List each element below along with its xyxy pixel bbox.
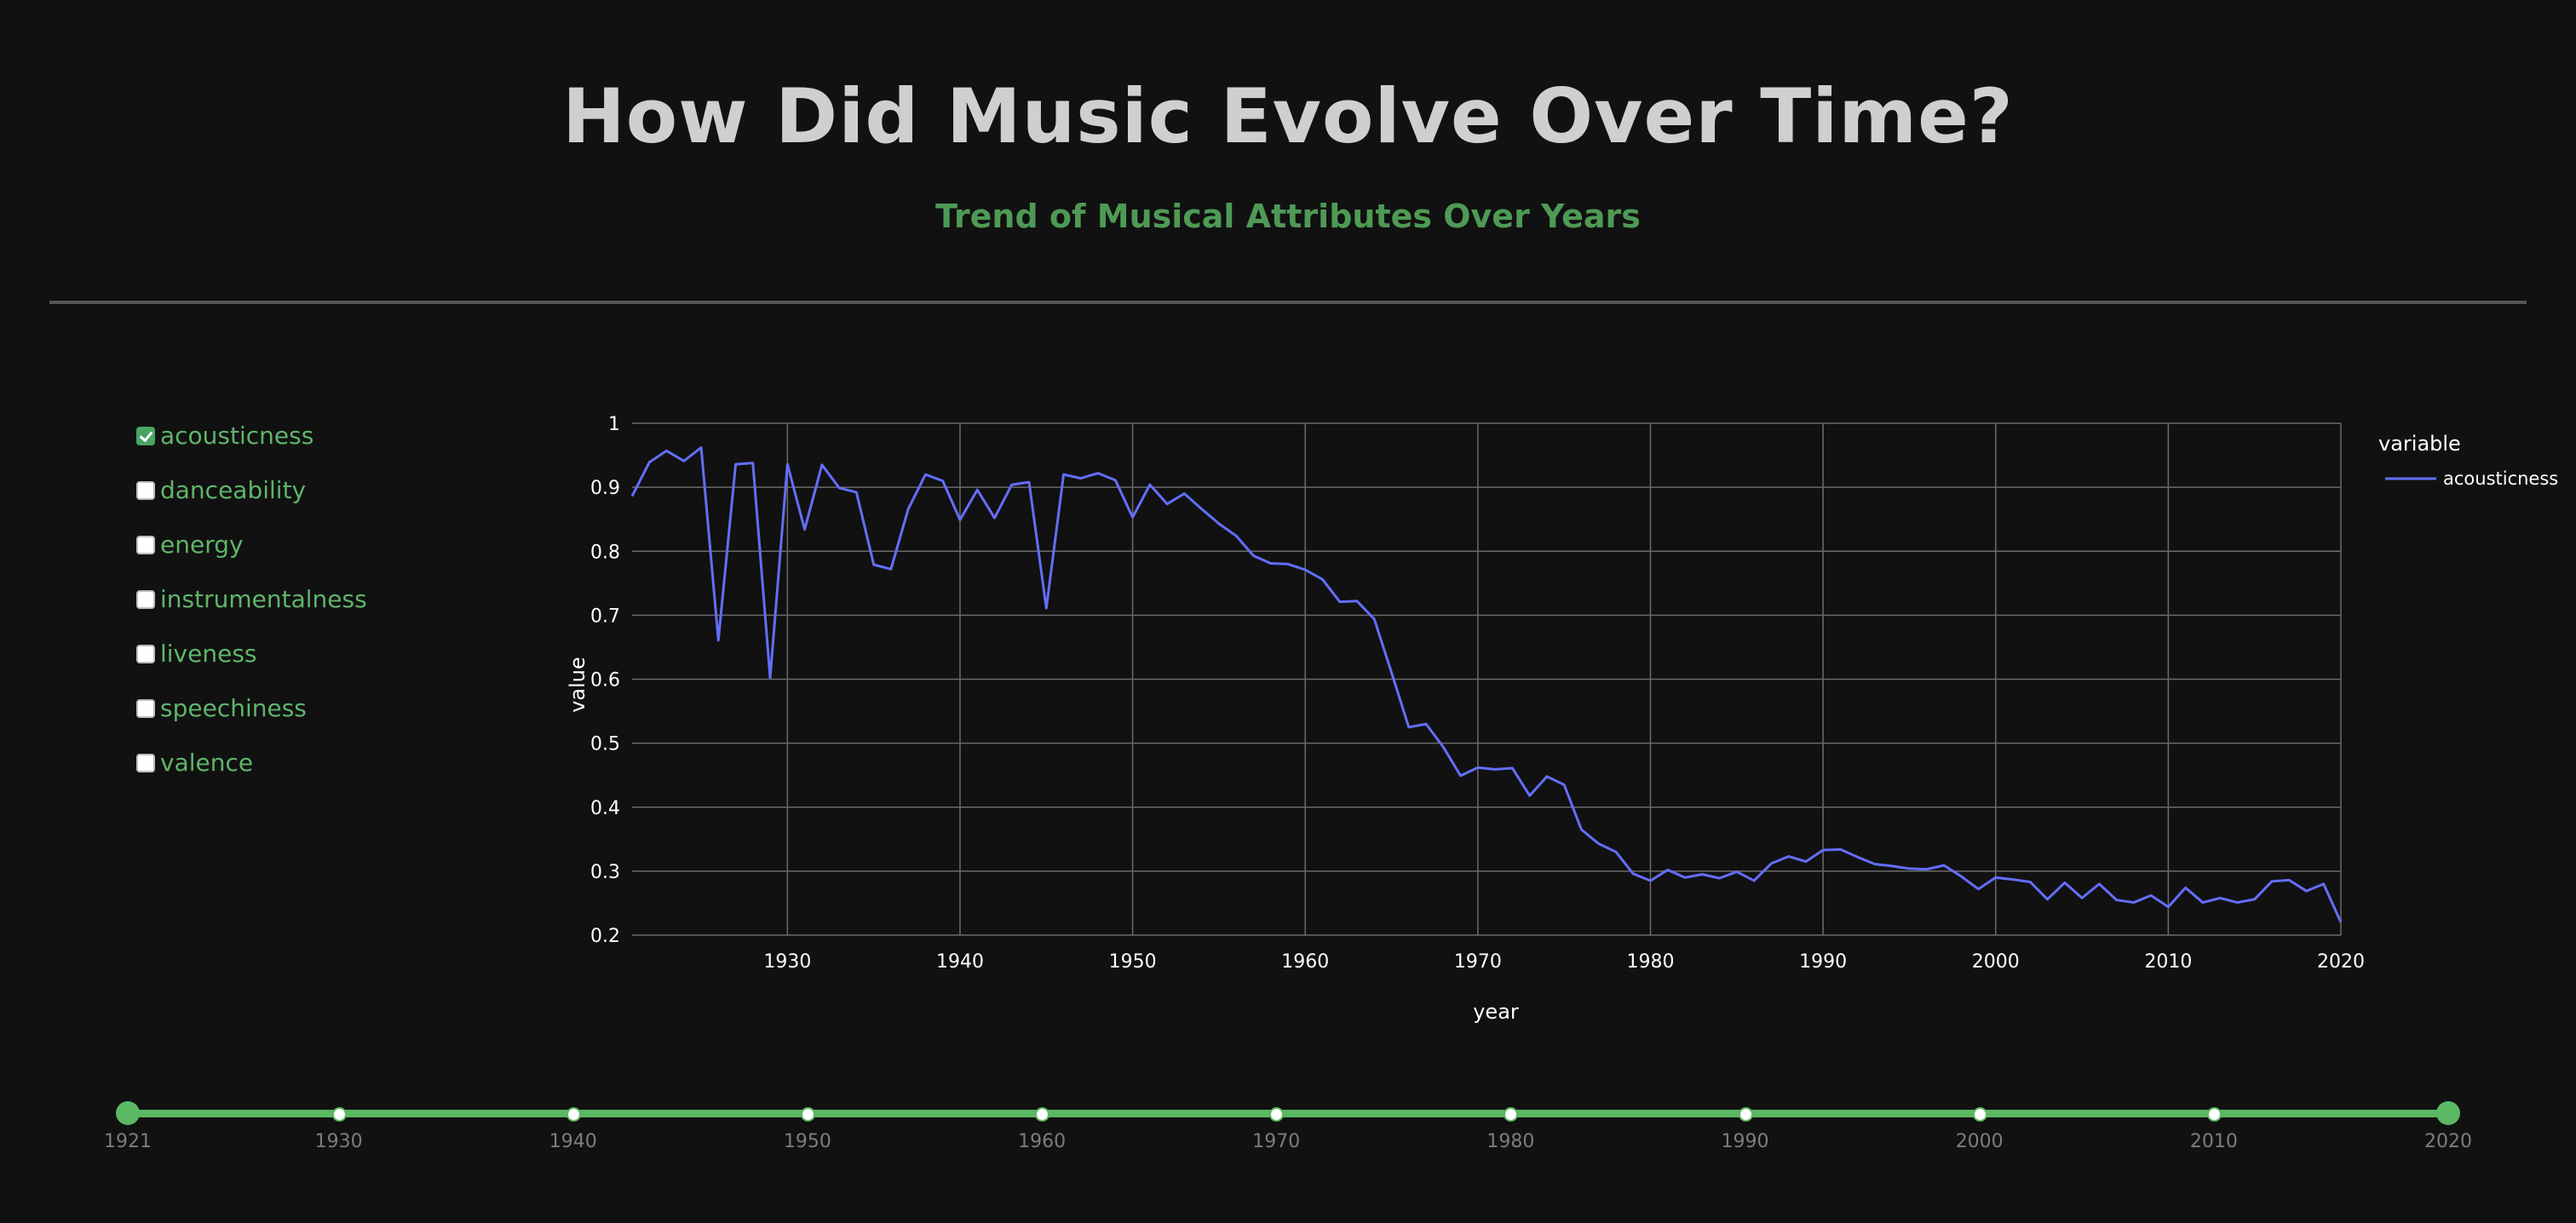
- attribute-checklist: acousticness danceability energy instrum…: [136, 409, 562, 790]
- slider-mark-label[interactable]: 2010: [2189, 1131, 2238, 1152]
- instrumentalness-checkbox[interactable]: [136, 590, 155, 609]
- checklist-item-speechiness[interactable]: speechiness: [136, 681, 562, 736]
- speechiness-checkbox[interactable]: [136, 699, 155, 718]
- y-tick-label: 0.3: [590, 862, 620, 883]
- line-chart: 0.20.30.40.50.60.70.80.91 1930 1940 1950 19…: [566, 414, 2558, 1024]
- checklist-item-liveness[interactable]: liveness: [136, 627, 562, 681]
- slider-mark-dot[interactable]: [1504, 1107, 1519, 1122]
- legend-entry: acousticness: [2443, 468, 2558, 489]
- checklist-label[interactable]: instrumentalness: [160, 585, 367, 613]
- x-tick-label: 1930: [763, 951, 811, 973]
- checklist-item-danceability[interactable]: danceability: [136, 463, 562, 518]
- slider-mark-dot[interactable]: [331, 1107, 347, 1122]
- y-tick-label: 0.8: [590, 542, 620, 563]
- slider-mark-label[interactable]: 1990: [1721, 1131, 1769, 1152]
- x-tick-label: 1980: [1626, 951, 1674, 973]
- page-subtitle: Trend of Musical Attributes Over Years: [935, 198, 1641, 235]
- slider-mark-dot[interactable]: [800, 1107, 815, 1122]
- slider-mark-label[interactable]: 1970: [1252, 1131, 1301, 1152]
- slider-mark-dot[interactable]: [1738, 1107, 1753, 1122]
- x-tick-label: 2020: [2317, 951, 2365, 973]
- checklist-label[interactable]: acousticness: [160, 422, 314, 450]
- slider-mark-dot[interactable]: [566, 1107, 581, 1122]
- slider-mark-label[interactable]: 1921: [104, 1131, 152, 1152]
- y-tick-label: 0.4: [590, 798, 620, 819]
- y-tick-label: 0.2: [590, 926, 620, 947]
- y-tick-label: 1: [608, 414, 620, 435]
- slider-mark-label[interactable]: 2020: [2424, 1131, 2472, 1152]
- legend[interactable]: acousticness: [2385, 468, 2558, 489]
- x-tick-label: 2010: [2144, 951, 2192, 973]
- year-range-slider[interactable]: 1921 1930 1940 1950 1960 1970 1980 1990 2000 2010…: [0, 1090, 2576, 1158]
- slider-mark-label[interactable]: 1950: [783, 1131, 831, 1152]
- checklist-label[interactable]: energy: [160, 531, 244, 559]
- x-tick-label: 1950: [1109, 951, 1157, 973]
- slider-mark-dot[interactable]: [1035, 1107, 1050, 1122]
- checklist-label[interactable]: speechiness: [160, 694, 307, 722]
- y-tick-labels: 0.2 0.3 0.4 0.5 0.6 0.7 0.8 0.9 1: [590, 414, 620, 947]
- series-line-acousticness: [630, 446, 2343, 923]
- slider-mark-label[interactable]: 1960: [1018, 1131, 1067, 1152]
- checklist-item-instrumentalness[interactable]: instrumentalness: [136, 572, 562, 627]
- x-tick-label: 1990: [1799, 951, 1847, 973]
- slider-mark-label[interactable]: 1980: [1486, 1131, 1535, 1152]
- checklist-item-valence[interactable]: valence: [136, 736, 562, 790]
- checklist-label[interactable]: danceability: [160, 476, 307, 504]
- energy-checkbox[interactable]: [136, 536, 155, 554]
- x-axis-label: year: [1473, 1000, 1519, 1024]
- slider-track[interactable]: [128, 1110, 2448, 1117]
- slider-mark-dot[interactable]: [1269, 1107, 1285, 1122]
- series-layer: [630, 446, 2343, 923]
- checklist-item-energy[interactable]: energy: [136, 518, 562, 572]
- y-tick-label: 0.7: [590, 606, 620, 627]
- x-tick-label: 2000: [1972, 951, 2020, 973]
- page-title: How Did Music Evolve Over Time?: [562, 72, 2014, 160]
- acousticness-checkbox[interactable]: [136, 427, 155, 445]
- y-tick-label: 0.5: [590, 734, 620, 755]
- slider-mark-dot[interactable]: [1972, 1107, 1987, 1122]
- y-tick-label: 0.9: [590, 478, 620, 499]
- slider-mark-label[interactable]: 1940: [549, 1131, 597, 1152]
- x-tick-label: 1970: [1454, 951, 1502, 973]
- x-tick-label: 1960: [1281, 951, 1329, 973]
- slider-mark-label[interactable]: 2000: [1955, 1131, 2004, 1152]
- checklist-label[interactable]: liveness: [160, 640, 257, 668]
- danceability-checkbox[interactable]: [136, 481, 155, 500]
- slider-handle-start[interactable]: [116, 1101, 140, 1125]
- checklist-item-acousticness[interactable]: acousticness: [136, 409, 562, 463]
- valence-checkbox[interactable]: [136, 754, 155, 772]
- liveness-checkbox[interactable]: [136, 645, 155, 663]
- y-tick-label: 0.6: [590, 670, 620, 692]
- checklist-label[interactable]: valence: [160, 749, 254, 777]
- y-gridlines: [632, 422, 2341, 936]
- slider-mark-dot[interactable]: [2206, 1107, 2222, 1122]
- x-tick-labels: 1930 1940 1950 1960 1970 1980 1990 2000 2010 2020: [763, 951, 2365, 973]
- header-divider: [49, 301, 2527, 304]
- slider-handle-end[interactable]: [2436, 1101, 2460, 1125]
- y-axis-label: value: [566, 657, 589, 713]
- x-tick-label: 1940: [936, 951, 984, 973]
- legend-title: variable: [2378, 432, 2461, 456]
- slider-mark-label[interactable]: 1930: [314, 1131, 363, 1152]
